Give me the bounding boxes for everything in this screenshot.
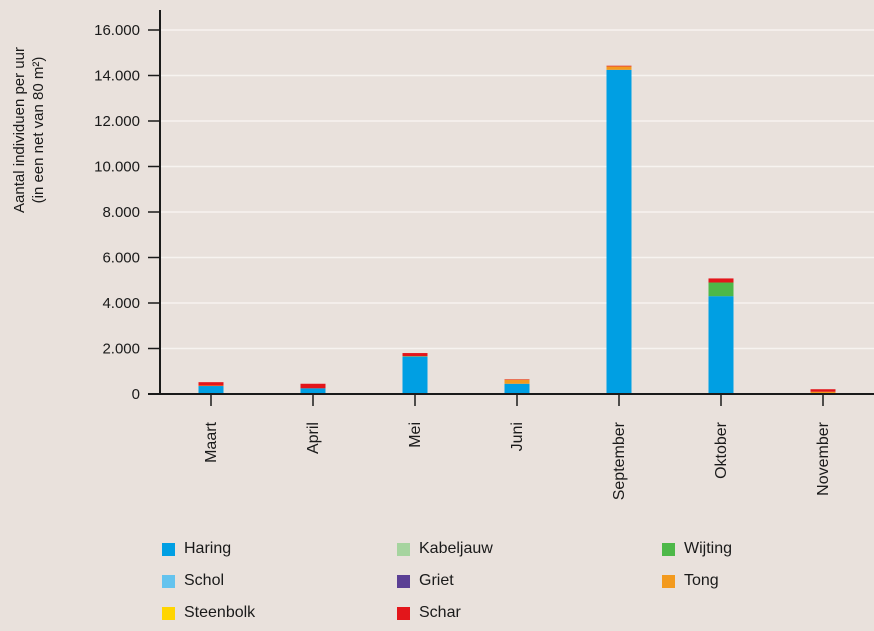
x-tick-label: Juni (509, 422, 526, 451)
y-tick-label: 6.000 (102, 250, 140, 267)
legend-label: Schar (419, 604, 461, 621)
bar-segment (606, 66, 632, 70)
legend-label: Steenbolk (184, 604, 256, 621)
legend-swatch (397, 606, 410, 620)
legend-label: Schol (184, 572, 225, 589)
bar-segment (810, 389, 836, 392)
legend-swatch (662, 542, 675, 556)
bar-segment (708, 296, 734, 394)
y-axis-label-line1: Aantal individuen per uur (11, 47, 28, 213)
bar-segment (810, 391, 836, 394)
bar-segment (708, 278, 734, 283)
bar-segment (198, 382, 224, 386)
y-tick-label: 8.000 (102, 204, 140, 221)
x-tick-label: Maart (203, 421, 220, 462)
bar-segment (402, 353, 428, 357)
y-tick-labels: 0 2.000 4.000 6.000 8.000 10.000 12.000 14.000 1… (94, 22, 160, 403)
y-tick-label: 2.000 (102, 341, 140, 358)
legend-item: Schol (162, 572, 224, 590)
x-tick-label: November (815, 421, 832, 495)
x-tick-label: Oktober (713, 421, 730, 479)
y-tick-label: 16.000 (94, 22, 140, 39)
legend-item: Tong (662, 572, 719, 590)
legend-swatch (162, 606, 175, 620)
legend-swatch (397, 542, 410, 556)
y-tick-label: 12.000 (94, 113, 140, 130)
x-tick-label: Mei (407, 422, 424, 448)
legend-label: Tong (684, 572, 719, 589)
legend-swatch (662, 574, 675, 588)
legend-item: Schar (397, 604, 461, 622)
legend-item: Kabeljauw (397, 540, 493, 558)
bar-segment (504, 379, 530, 384)
bar-segment (402, 356, 428, 394)
legend-item: Wijting (662, 540, 732, 558)
x-tick-label: April (305, 422, 322, 454)
legend-label: Griet (419, 572, 454, 589)
legend-swatch (397, 574, 410, 588)
legend-item: Griet (397, 572, 454, 590)
bar-segment (300, 383, 326, 389)
y-tick-label: 4.000 (102, 295, 140, 312)
stacked-bar-chart: 0 2.000 4.000 6.000 8.000 10.000 12.000 14.000 1… (11, 10, 874, 500)
legend-item: Haring (162, 540, 231, 558)
x-tick-labels: Maart April Mei Juni September Oktober Novembe… (203, 394, 832, 500)
legend-swatch (162, 542, 175, 556)
legend-label: Haring (184, 540, 232, 557)
y-tick-label: 10.000 (94, 159, 140, 176)
y-tick-label: 0 (132, 386, 140, 403)
gridlines (160, 29, 874, 350)
x-tick-label: September (611, 421, 628, 500)
legend-label: Kabeljauw (419, 540, 493, 557)
legend-swatch (162, 574, 175, 588)
legend-label: Wijting (684, 540, 733, 557)
bar-segment (708, 282, 734, 297)
bar-segment (504, 383, 530, 394)
bar-segment (300, 388, 326, 394)
bars (198, 65, 836, 394)
y-axis-label-line2: (in een net van 80 m²) (30, 57, 47, 204)
bar-segment (606, 65, 632, 67)
bar-segment (606, 69, 632, 394)
legend-item: Steenbolk (162, 604, 255, 622)
bar-segment (198, 386, 224, 394)
y-tick-label: 14.000 (94, 68, 140, 85)
